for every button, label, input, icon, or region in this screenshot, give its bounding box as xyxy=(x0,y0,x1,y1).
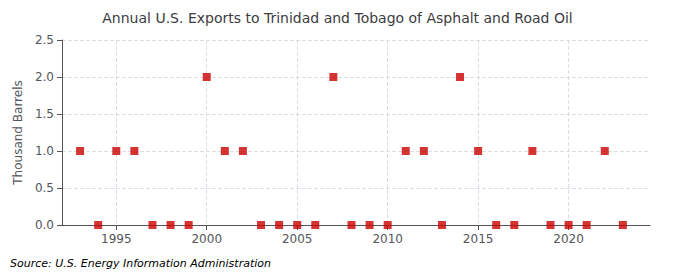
svg-text:2015: 2015 xyxy=(463,232,494,246)
svg-text:1.0: 1.0 xyxy=(35,144,54,158)
svg-text:2.5: 2.5 xyxy=(35,33,54,47)
svg-text:0.0: 0.0 xyxy=(35,218,54,232)
svg-text:0.5: 0.5 xyxy=(35,181,54,195)
svg-text:1995: 1995 xyxy=(101,232,132,246)
svg-text:Annual U.S. Exports to Trinida: Annual U.S. Exports to Trinidad and Toba… xyxy=(102,10,572,26)
svg-text:2.0: 2.0 xyxy=(35,70,54,84)
svg-text:2020: 2020 xyxy=(553,232,584,246)
svg-text:2005: 2005 xyxy=(282,232,313,246)
svg-text:Thousand Barrels: Thousand Barrels xyxy=(11,80,25,185)
svg-text:2000: 2000 xyxy=(191,232,222,246)
svg-text:2010: 2010 xyxy=(372,232,403,246)
svg-text:Source: U.S. Energy Informatio: Source: U.S. Energy Information Administ… xyxy=(10,257,271,270)
svg-text:1.5: 1.5 xyxy=(35,107,54,121)
